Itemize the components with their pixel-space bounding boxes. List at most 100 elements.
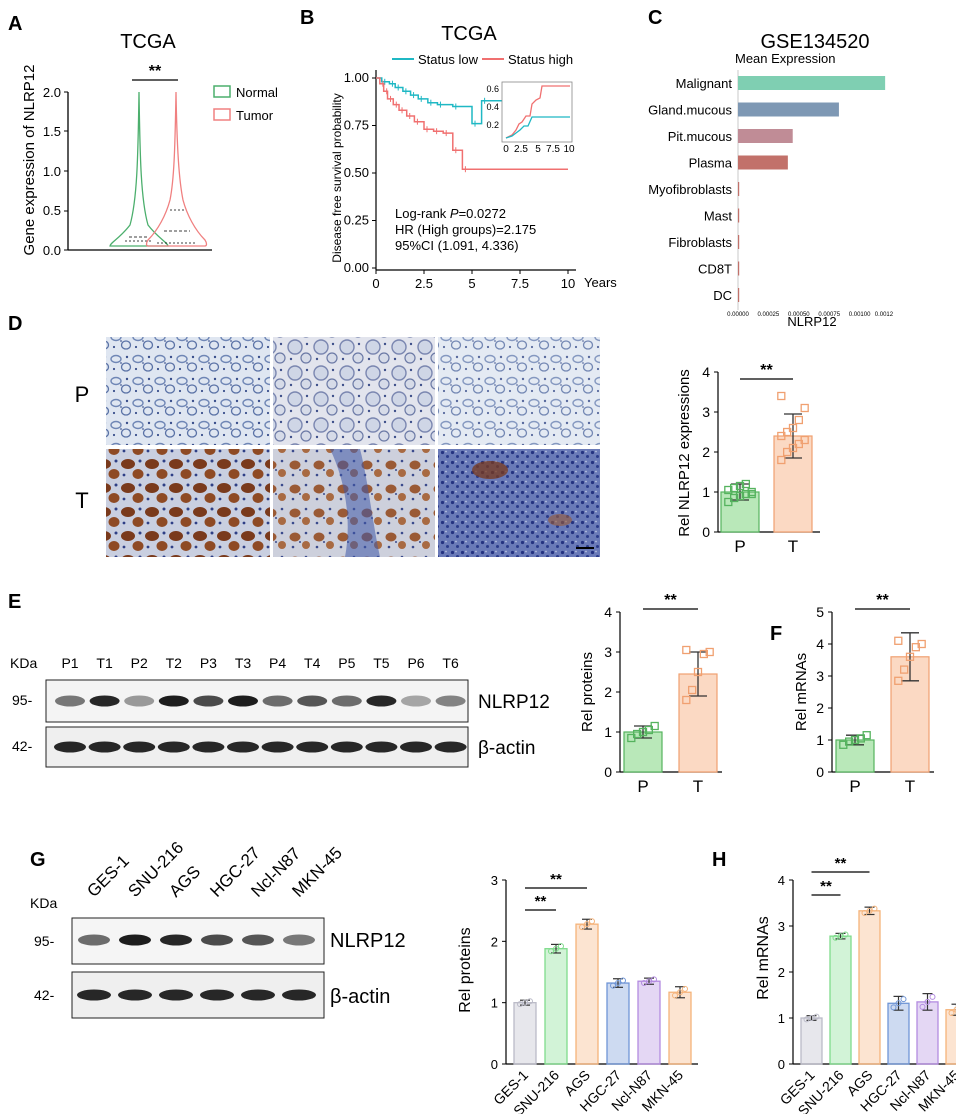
blot-band-nlrp12 xyxy=(262,695,293,707)
blot-band-actin xyxy=(227,741,259,753)
panel-b-yticks: 0.00 0.25 0.50 0.75 1.00 xyxy=(344,70,376,275)
chart-ytick: 4 xyxy=(604,604,612,620)
chart-ytick: 3 xyxy=(491,873,498,888)
blot-band-nlrp12 xyxy=(228,695,258,707)
chart-point xyxy=(699,649,708,659)
blot-band-actin xyxy=(365,741,398,753)
blot-e xyxy=(45,679,469,768)
chart-point xyxy=(584,921,590,928)
panel-b-xlabel: Years xyxy=(584,275,617,290)
chart-ytick: 2 xyxy=(778,965,785,980)
panel-c-xtick: 0.00075 xyxy=(818,312,840,318)
blot-band-actin xyxy=(261,741,294,753)
lane-label: T5 xyxy=(373,655,390,671)
chart-point xyxy=(800,435,809,445)
chart-point xyxy=(890,1004,897,1011)
panel-c-category: Pit.mucous xyxy=(668,129,733,144)
chart-ytick: 5 xyxy=(816,604,824,620)
panel-b-inset-ytick: 0.4 xyxy=(486,102,499,112)
panel-b-xticks: 0 2.5 5 7.5 10 xyxy=(372,270,575,291)
panel-f-ylabel: Rel mRNAs xyxy=(793,653,810,731)
panel-d-ylabel: Rel NLRP12 expressions xyxy=(676,369,693,537)
panel-letter-h: H xyxy=(712,849,726,871)
chart-point xyxy=(900,665,909,674)
chart-point xyxy=(693,667,703,677)
blot-band-actin xyxy=(118,989,152,1001)
lane-label: T4 xyxy=(304,655,321,671)
chart-point xyxy=(905,652,915,661)
chart-point xyxy=(794,415,803,425)
chart-point xyxy=(633,729,642,739)
chart-xtick: P xyxy=(734,537,745,556)
panel-letter-e: E xyxy=(8,591,21,613)
panel-a-ytick: 2.0 xyxy=(43,85,61,100)
panel-h-chart: 01234GES-1SNU-216AGSHGC-27Ncl-N87MKN-45*… xyxy=(777,855,956,1114)
lane-label: AGS xyxy=(165,862,204,901)
chart-point xyxy=(800,403,809,413)
chart-bar xyxy=(606,982,630,1065)
panel-c-category: Malignant xyxy=(676,76,733,91)
panel-c-xlabel: NLRP12 xyxy=(787,314,836,329)
chart-ytick: 3 xyxy=(702,404,710,420)
chart-ytick: 1 xyxy=(816,732,824,748)
blot-band-nlrp12 xyxy=(242,934,274,946)
chart-sig: ** xyxy=(820,878,832,895)
panel-e-lane-labels: P1 T1 P2 T2 P3 T3 P4 T4 P5 T5 P6 T6 xyxy=(61,655,459,671)
violin-normal xyxy=(109,91,169,247)
chart-point xyxy=(919,1003,926,1010)
panel-c-category: Mast xyxy=(704,209,733,224)
legend-tumor-label: Tumor xyxy=(236,108,274,123)
chart-point xyxy=(788,423,798,433)
panel-b-curves xyxy=(376,77,568,173)
chart-sig: ** xyxy=(550,871,562,888)
chart-point xyxy=(651,976,657,983)
chart-point xyxy=(948,1010,955,1017)
blot-band-nlrp12 xyxy=(160,934,192,946)
chart-point xyxy=(558,943,564,950)
panel-e-ylabel: Rel proteins xyxy=(579,652,596,732)
panel-a-sig: ** xyxy=(149,63,162,80)
ihc-image-t1 xyxy=(106,449,270,557)
chart-ytick: 2 xyxy=(491,934,498,949)
panel-e-kda: KDa xyxy=(10,655,37,671)
panel-c-bar xyxy=(738,129,793,143)
panel-c-bar xyxy=(738,208,740,223)
blot-band-nlrp12 xyxy=(89,695,120,707)
panel-c-category: CD8T xyxy=(698,262,732,277)
ihc-image-grid xyxy=(106,337,600,557)
panel-c-bar xyxy=(738,76,886,90)
panel-c-xtick: 0.00050 xyxy=(788,312,810,318)
panel-b-xtick: 0 xyxy=(372,276,379,291)
blot-band-nlrp12 xyxy=(119,934,151,946)
panel-g-marker-95: 95- xyxy=(34,933,55,949)
blot-band-actin xyxy=(400,741,432,753)
chart-bar xyxy=(858,910,881,1065)
chart-point xyxy=(850,735,860,745)
blot-band-actin xyxy=(77,989,111,1001)
panel-b-axes xyxy=(375,70,576,271)
panel-b-inset-ytick: 0.2 xyxy=(486,120,499,130)
panel-c-xtick: 0.00000 xyxy=(727,312,749,318)
chart-xtick: T xyxy=(905,777,915,796)
ihc-image-p1 xyxy=(106,337,270,445)
chart-point xyxy=(953,1006,956,1013)
chart-sig: ** xyxy=(876,592,889,609)
chart-ytick: 3 xyxy=(816,668,824,684)
chart-point xyxy=(871,905,878,912)
panel-a-ytick: 1.5 xyxy=(43,124,61,139)
chart-ytick: 0 xyxy=(491,1057,498,1072)
chart-point xyxy=(735,481,745,491)
blot-band-actin xyxy=(54,741,86,753)
lane-label: P3 xyxy=(200,655,217,671)
chart-point xyxy=(845,737,854,746)
chart-xtick: P xyxy=(637,777,648,796)
chart-sig: ** xyxy=(760,362,773,379)
panel-e-marker-95: 95- xyxy=(12,692,33,708)
blot-band-actin xyxy=(282,989,316,1001)
chart-point xyxy=(862,731,871,740)
lane-label: T3 xyxy=(235,655,252,671)
chart-point xyxy=(615,980,621,987)
panel-letter-a: A xyxy=(8,13,22,35)
blot-band-actin xyxy=(434,741,467,753)
